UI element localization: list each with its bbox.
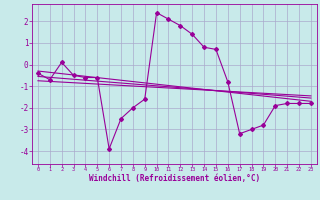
X-axis label: Windchill (Refroidissement éolien,°C): Windchill (Refroidissement éolien,°C) [89,174,260,183]
